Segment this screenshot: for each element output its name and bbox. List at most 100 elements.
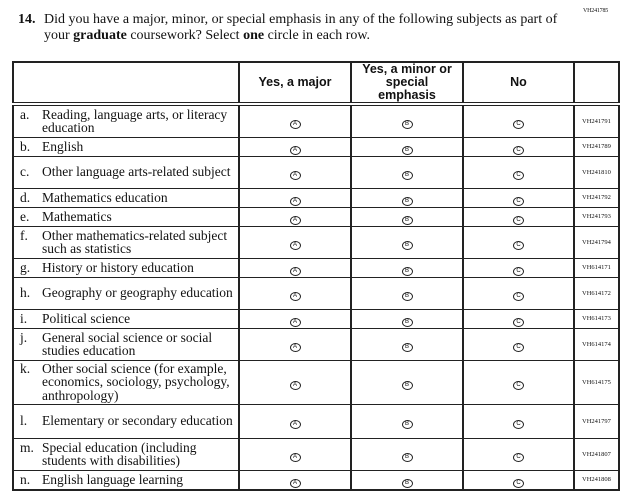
table-row: a. Reading, language arts, or literacy ed… bbox=[12, 103, 620, 138]
row-code: VH614175 bbox=[573, 359, 620, 405]
radio-minor[interactable]: B bbox=[401, 266, 413, 276]
radio-major[interactable]: A bbox=[289, 171, 301, 180]
header-major: Yes, a major bbox=[238, 61, 352, 106]
row-label: g. History or history education bbox=[12, 257, 240, 278]
row-letter: b. bbox=[20, 138, 31, 154]
radio-major[interactable]: A bbox=[289, 420, 301, 429]
radio-minor[interactable]: B bbox=[401, 478, 413, 488]
radio-major[interactable]: A bbox=[289, 343, 301, 352]
cell-minor: B bbox=[350, 403, 464, 439]
table-row: j. General social science or social studi… bbox=[12, 327, 620, 361]
row-code: VH614173 bbox=[573, 308, 620, 329]
radio-minor[interactable]: B bbox=[401, 317, 413, 327]
header-subject bbox=[12, 61, 240, 106]
radio-no[interactable]: C bbox=[513, 215, 524, 225]
radio-minor[interactable]: B bbox=[401, 120, 413, 130]
cell-no: C bbox=[462, 187, 575, 208]
radio-no[interactable]: C bbox=[513, 145, 524, 155]
radio-no[interactable]: C bbox=[513, 120, 524, 130]
cell-minor: B bbox=[350, 327, 464, 361]
radio-no[interactable]: C bbox=[513, 420, 524, 429]
cell-major: A bbox=[238, 359, 352, 405]
radio-no[interactable]: C bbox=[513, 266, 524, 276]
table-row: h. Geography or geography education A B C VH6… bbox=[12, 276, 620, 310]
cell-no: C bbox=[462, 103, 575, 138]
table-row: l. Elementary or secondary education A B C VH… bbox=[12, 403, 620, 439]
radio-no[interactable]: C bbox=[513, 381, 524, 390]
radio-no[interactable]: C bbox=[513, 453, 524, 462]
radio-minor[interactable]: B bbox=[401, 171, 413, 180]
radio-minor[interactable]: B bbox=[401, 241, 413, 250]
row-letter: g. bbox=[20, 259, 31, 275]
radio-minor[interactable]: B bbox=[401, 453, 413, 462]
radio-minor[interactable]: B bbox=[401, 215, 413, 225]
radio-no[interactable]: C bbox=[513, 343, 524, 352]
row-letter: j. bbox=[20, 329, 28, 345]
radio-no[interactable]: C bbox=[513, 171, 524, 180]
radio-major[interactable]: A bbox=[289, 453, 301, 462]
radio-major[interactable]: A bbox=[289, 317, 301, 327]
radio-major[interactable]: A bbox=[289, 215, 301, 225]
row-letter: d. bbox=[20, 189, 31, 205]
radio-major[interactable]: A bbox=[289, 145, 301, 155]
row-text: Special education (including students wi… bbox=[42, 439, 197, 468]
radio-major[interactable]: A bbox=[289, 241, 301, 250]
radio-no[interactable]: C bbox=[513, 292, 524, 301]
row-text: Mathematics bbox=[42, 208, 112, 224]
cell-minor: B bbox=[350, 155, 464, 189]
radio-major[interactable]: A bbox=[289, 266, 301, 276]
row-letter: a. bbox=[20, 106, 30, 122]
row-label: j. General social science or social studi… bbox=[12, 327, 240, 361]
radio-no[interactable]: C bbox=[513, 241, 524, 250]
radio-no[interactable]: C bbox=[513, 478, 524, 488]
header-row: Yes, a major Yes, a minor or special emp… bbox=[12, 61, 620, 106]
cell-major: A bbox=[238, 187, 352, 208]
radio-major[interactable]: A bbox=[289, 120, 301, 130]
radio-minor[interactable]: B bbox=[401, 292, 413, 301]
radio-minor[interactable]: B bbox=[401, 145, 413, 155]
cell-minor: B bbox=[350, 187, 464, 208]
radio-minor[interactable]: B bbox=[401, 420, 413, 429]
cell-no: C bbox=[462, 257, 575, 278]
radio-major[interactable]: A bbox=[289, 196, 301, 206]
row-code: VH614172 bbox=[573, 276, 620, 310]
row-letter: c. bbox=[20, 164, 30, 180]
cell-minor: B bbox=[350, 206, 464, 227]
row-text: Reading, language arts, or literacy educ… bbox=[42, 106, 228, 136]
radio-major[interactable]: A bbox=[289, 292, 301, 301]
table-row: i. Political science A B C VH614173 bbox=[12, 308, 620, 329]
radio-no[interactable]: C bbox=[513, 196, 524, 206]
cell-minor: B bbox=[350, 359, 464, 405]
radio-minor[interactable]: B bbox=[401, 196, 413, 206]
table-row: f. Other mathematics-related subject such… bbox=[12, 225, 620, 259]
row-code: VH241808 bbox=[573, 469, 620, 490]
row-letter: e. bbox=[20, 208, 30, 224]
radio-major[interactable]: A bbox=[289, 478, 301, 488]
row-text: History or history education bbox=[42, 259, 194, 275]
cell-minor: B bbox=[350, 276, 464, 310]
radio-major[interactable]: A bbox=[289, 381, 301, 390]
cell-no: C bbox=[462, 327, 575, 361]
row-text: Political science bbox=[42, 310, 131, 326]
row-letter: n. bbox=[20, 471, 31, 487]
row-label: e. Mathematics bbox=[12, 206, 240, 227]
cell-major: A bbox=[238, 206, 352, 227]
row-code: VH241807 bbox=[573, 437, 620, 471]
cell-minor: B bbox=[350, 136, 464, 157]
row-label: h. Geography or geography education bbox=[12, 276, 240, 310]
radio-no[interactable]: C bbox=[513, 317, 524, 327]
cell-minor: B bbox=[350, 257, 464, 278]
row-text: English bbox=[42, 138, 84, 154]
row-code: VH614171 bbox=[573, 257, 620, 278]
response-grid: Yes, a major Yes, a minor or special emp… bbox=[12, 61, 620, 491]
cell-major: A bbox=[238, 403, 352, 439]
row-text: Other language arts-related subject bbox=[42, 164, 231, 180]
cell-minor: B bbox=[350, 437, 464, 471]
table-row: k. Other social science (for example, eco… bbox=[12, 359, 620, 405]
question-text-part: Did you have a major, minor, or special … bbox=[44, 12, 558, 43]
row-text: Other social science (for example, econo… bbox=[42, 360, 230, 403]
question-code: VH241785 bbox=[583, 8, 609, 14]
radio-minor[interactable]: B bbox=[401, 343, 413, 352]
radio-minor[interactable]: B bbox=[401, 381, 413, 390]
row-text: Mathematics education bbox=[42, 189, 168, 205]
